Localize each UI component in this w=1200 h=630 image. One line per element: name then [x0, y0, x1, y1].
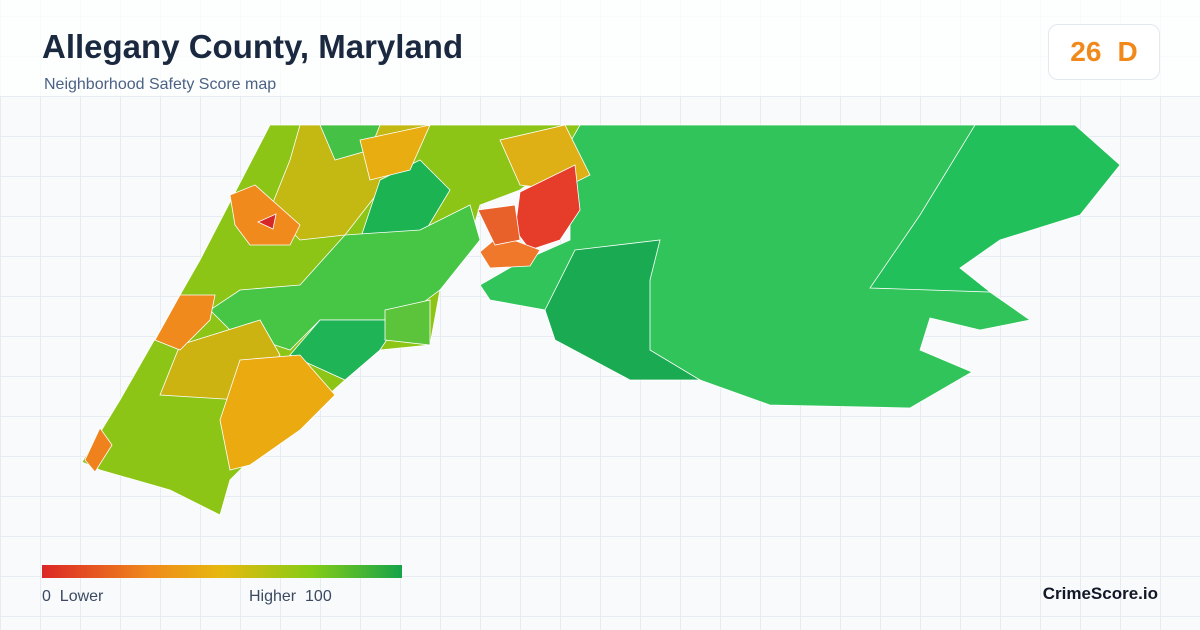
legend-min-group: 0 Lower — [42, 588, 103, 606]
region — [359, 124, 431, 181]
brand: CrimeScore.io — [1042, 584, 1158, 603]
region — [384, 299, 431, 346]
region — [477, 204, 521, 246]
legend-gradient — [42, 565, 402, 578]
region — [84, 427, 113, 473]
region — [869, 124, 1121, 293]
region — [154, 294, 216, 351]
header: Allegany County, Maryland Neighborhood S… — [0, 0, 1200, 96]
region — [229, 184, 301, 246]
region — [257, 213, 277, 230]
score-badge: 26 D — [1048, 24, 1160, 80]
legend-max-label: Higher — [249, 588, 297, 605]
subtitle: Neighborhood Safety Score map — [44, 76, 277, 93]
score-grade: D — [1117, 36, 1138, 67]
legend-min-label: Lower — [59, 588, 104, 605]
legend-min: 0 — [42, 588, 51, 605]
score-value: 26 — [1070, 36, 1102, 67]
legend-max: 100 — [305, 588, 332, 605]
title: Allegany County, Maryland — [42, 28, 464, 65]
region — [544, 239, 702, 381]
region — [219, 354, 336, 471]
legend-max-group: Higher 100 — [249, 588, 332, 606]
